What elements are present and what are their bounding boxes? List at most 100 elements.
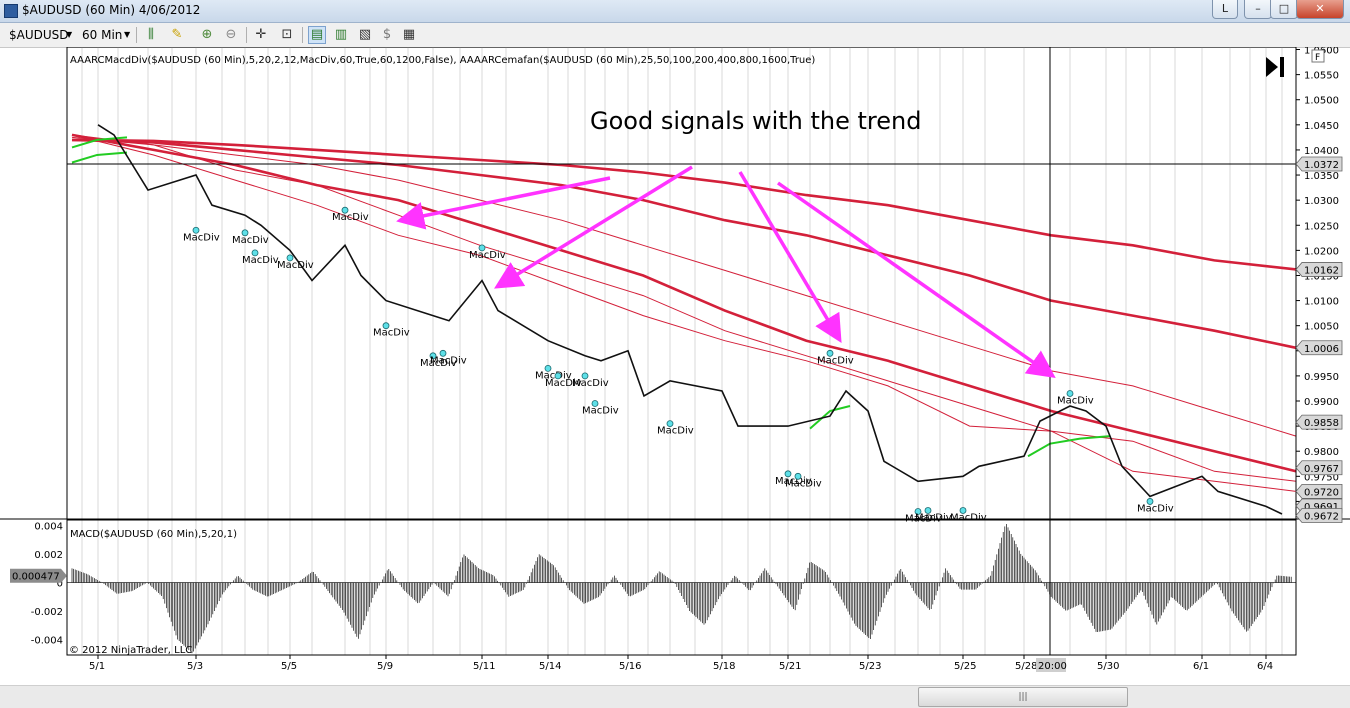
macdiv-label: MacDiv (242, 255, 279, 266)
horizontal-scrollbar[interactable]: ||| (0, 685, 1350, 708)
macdiv-label: MacDiv (915, 512, 952, 523)
drawing-pencil-icon[interactable]: ✎ (171, 27, 183, 42)
y-tick-label: 1.0150 (1304, 271, 1339, 282)
zoom-box-icon[interactable]: ⊡ (281, 27, 293, 42)
price-tag (1295, 414, 1343, 430)
ema-green-line (71, 151, 128, 164)
annotation-arrow (396, 176, 611, 230)
x-tick-label: 5/11 (473, 661, 495, 672)
macdiv-dot (554, 372, 562, 380)
x-tick-label: 5/23 (859, 661, 881, 672)
price-tag (1295, 262, 1343, 277)
ema-green-line (71, 136, 128, 149)
macd-y-tick-label: 0 (57, 579, 63, 590)
chart-svg[interactable]: MacDiv MacDivMacDivMacDivMacDivMacDivMacD… (0, 46, 1350, 685)
data-box-icon[interactable]: $ (382, 27, 392, 42)
x-tick-label: 5/3 (187, 661, 203, 672)
zoom-in-icon[interactable]: ⊕ (201, 27, 213, 42)
f-box (1311, 49, 1325, 63)
price-series-line (97, 124, 1283, 515)
macdiv-dot (382, 322, 390, 330)
link-button[interactable]: L (1212, 0, 1238, 19)
macdiv-dot (1066, 390, 1074, 397)
macdiv-dot (439, 349, 447, 357)
strategy-icon[interactable]: ▦ (402, 27, 416, 42)
toolbar-separator (302, 27, 303, 43)
price-tag-label: 1.0162 (1304, 265, 1339, 276)
jump-to-end-icon (1266, 57, 1278, 77)
y-tick-label: 1.0200 (1304, 246, 1339, 257)
macd-y-tick-label: 0.004 (34, 522, 63, 533)
chevron-down-icon[interactable]: ▼ (124, 30, 131, 39)
minimize-button[interactable]: – (1244, 0, 1272, 19)
macd-panel-frame (66, 519, 1297, 656)
x-tick-label: 6/1 (1193, 661, 1209, 672)
macd-title: MACD($AUDUSD (60 Min),5,20,1) (70, 529, 237, 540)
x-tick-label: 6/4 (1257, 661, 1273, 672)
maximize-button[interactable]: □ (1270, 0, 1298, 19)
macdiv-dot (341, 206, 349, 214)
instrument-selector[interactable]: $AUDUSD (9, 28, 69, 42)
ema-line (71, 133, 1297, 473)
y-tick-label: 1.0400 (1304, 146, 1339, 157)
macdiv-dot (286, 254, 294, 262)
x-tick-label: 5/1 (89, 661, 105, 672)
macdiv-label: MacDiv (785, 478, 822, 489)
interval-selector[interactable]: 60 Min (82, 28, 123, 42)
macdiv-label: MacDiv (232, 235, 269, 246)
macd-y-tick-label: 0.002 (34, 550, 63, 561)
macdiv-label: MacDiv (332, 212, 369, 223)
macdiv-label: MacDiv (277, 260, 314, 271)
chevron-down-icon[interactable]: ▼ (66, 30, 73, 39)
chart-panel[interactable]: MacDiv MacDiv MacDiv MacDiv MacDiv MacDiv MacD… (0, 46, 1350, 685)
price-tag (1295, 340, 1343, 356)
annotation-arrow (494, 165, 693, 289)
ema-line (71, 138, 1297, 350)
price-tag (1295, 460, 1343, 476)
bars-type-icon[interactable]: ⫼ (148, 27, 154, 42)
x-tick-label: 5/9 (377, 661, 393, 672)
macdiv-label: MacDiv (430, 355, 467, 366)
candlestick-icon[interactable]: ▥ (334, 27, 348, 42)
crosshair-time-tag (1036, 658, 1066, 672)
annotation-text: Good signals with the trend (590, 107, 921, 135)
ema-line (71, 136, 1297, 437)
jump-to-end-icon (1280, 57, 1284, 77)
macd-y-tick-label: -0.002 (31, 607, 63, 618)
copyright-label: © 2012 NinjaTrader, LLC (69, 645, 192, 656)
macdiv-dot (826, 349, 834, 357)
y-tick-label: 0.9800 (1304, 447, 1339, 458)
price-tag-label: 0.9691 (1304, 502, 1339, 513)
y-tick-label: 1.0300 (1304, 196, 1339, 207)
macdiv-label: MacDiv (950, 512, 987, 523)
macdiv-dot (478, 244, 486, 252)
zoom-out-icon[interactable]: ⊖ (225, 27, 237, 42)
y-tick-label: 0.9900 (1304, 397, 1339, 408)
chart-properties-icon[interactable]: ▧ (358, 27, 372, 42)
crosshair-icon[interactable]: ✛ (255, 27, 267, 42)
macdiv-dot (959, 507, 967, 514)
macdiv-label: MacDiv (535, 370, 572, 381)
macdiv-dot (1146, 498, 1154, 505)
close-button[interactable]: ✕ (1296, 0, 1344, 19)
macdiv-dot (251, 249, 259, 257)
chart-style-icon[interactable]: ▤ (308, 26, 326, 44)
ema-green-line (1027, 435, 1111, 458)
macdiv-label: MacDiv (657, 426, 694, 437)
price-tag-label: 1.0006 (1304, 344, 1339, 355)
y-tick-label: 0.9950 (1304, 372, 1339, 383)
scrollbar-thumb[interactable]: ||| (918, 687, 1128, 707)
y-tick-label: 1.0350 (1304, 171, 1339, 182)
macdiv-dot (192, 226, 200, 234)
macdiv-label: MacDiv (582, 406, 619, 417)
ema-green-line (809, 405, 851, 430)
macdiv-dot (591, 400, 599, 407)
macd-y-tick-label: -0.004 (31, 635, 63, 646)
price-tag-label: 0.9720 (1304, 487, 1339, 498)
x-tick-label: 5/21 (779, 661, 801, 672)
macdiv-label: MacDiv (420, 358, 457, 369)
price-tag-label: 1.0372 (1304, 160, 1339, 171)
toolbar-separator (136, 27, 137, 43)
macdiv-dot (429, 352, 437, 360)
crosshair-time-label: 20:00 (1038, 661, 1067, 672)
